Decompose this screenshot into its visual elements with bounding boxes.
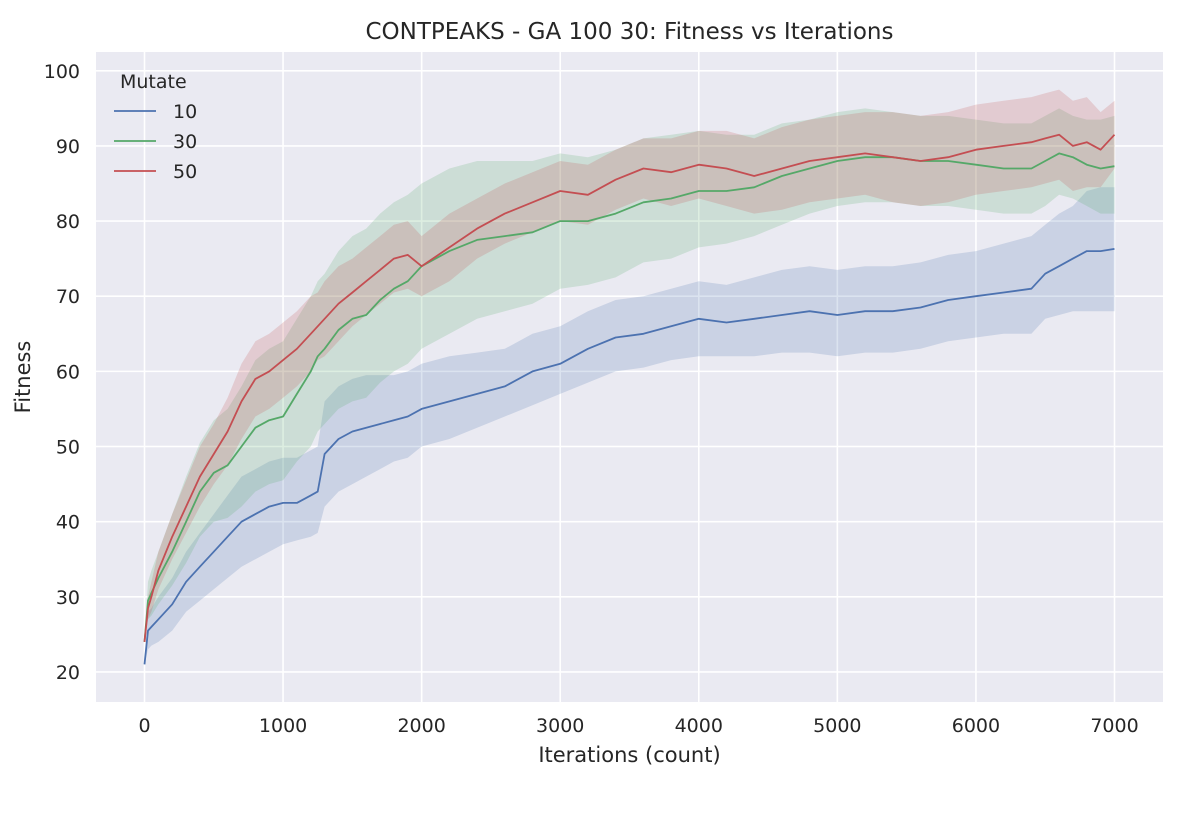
y-tick-label-1: 30 <box>56 587 80 609</box>
chart-title: CONTPEAKS - GA 100 30: Fitness vs Iterat… <box>366 19 894 45</box>
band-series-30 <box>144 108 1115 642</box>
x-tick-label-7: 7000 <box>1090 715 1138 737</box>
legend-label-50: 50 <box>173 161 197 183</box>
y-tick-label-0: 20 <box>56 662 80 684</box>
y-tick-label-2: 40 <box>56 512 80 534</box>
x-tick-labels: 0 1000 2000 3000 4000 5000 6000 7000 <box>138 715 1138 737</box>
legend-title: Mutate <box>120 71 187 93</box>
x-tick-label-0: 0 <box>138 715 150 737</box>
series-lines <box>143 133 1116 665</box>
y-tick-label-3: 50 <box>56 437 80 459</box>
y-tick-label-8: 100 <box>44 61 80 83</box>
y-tick-label-4: 60 <box>56 361 80 383</box>
legend-label-30: 30 <box>173 131 197 153</box>
y-tick-label-6: 80 <box>56 211 80 233</box>
line-series-10 <box>143 248 1115 665</box>
x-tick-label-1: 1000 <box>259 715 307 737</box>
x-tick-label-2: 2000 <box>397 715 445 737</box>
line-series-50 <box>143 133 1116 642</box>
y-tick-labels: 20 30 40 50 60 70 80 90 100 <box>44 61 80 684</box>
x-tick-label-6: 6000 <box>952 715 1000 737</box>
y-tick-label-5: 70 <box>56 286 80 308</box>
x-tick-label-4: 4000 <box>675 715 723 737</box>
line-series-30 <box>143 152 1115 642</box>
y-tick-label-7: 90 <box>56 136 80 158</box>
x-axis-label: Iterations (count) <box>538 743 720 767</box>
x-tick-label-3: 3000 <box>536 715 584 737</box>
band-series-10 <box>144 187 1115 665</box>
y-axis-label: Fitness <box>11 341 35 414</box>
legend: Mutate 10 30 50 <box>114 71 197 183</box>
plot-area <box>96 52 1163 702</box>
x-tick-label-5: 5000 <box>813 715 861 737</box>
legend-label-10: 10 <box>173 101 197 123</box>
